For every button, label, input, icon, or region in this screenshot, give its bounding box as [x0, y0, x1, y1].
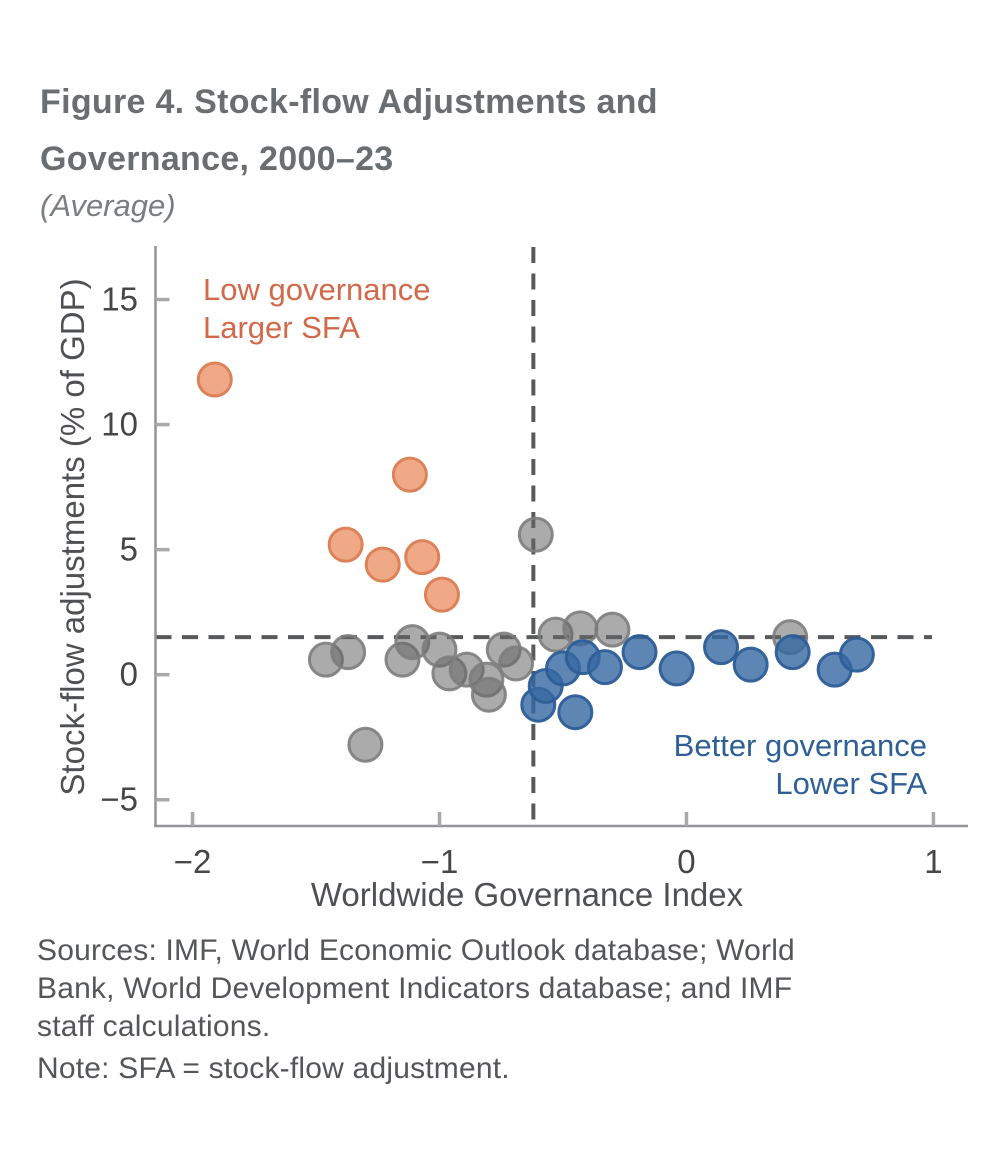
x-axis-title: Worldwide Governance Index	[311, 876, 744, 913]
data-point	[621, 634, 658, 671]
data-point	[327, 526, 364, 563]
y-tick-label: 5	[120, 531, 138, 568]
x-tick-label: 1	[924, 843, 942, 880]
figure-title: Figure 4. Stock-flow Adjustments and Gov…	[40, 74, 658, 188]
x-tick-label: 0	[677, 843, 695, 880]
y-tick-label: 10	[101, 406, 138, 443]
data-point	[594, 611, 631, 648]
data-point	[586, 649, 623, 686]
low-governance-label-line1: Low governance	[203, 272, 431, 307]
data-point	[391, 456, 428, 493]
series-better-governance-blue	[520, 629, 875, 731]
x-tick-label: −1	[421, 843, 459, 880]
y-axis-title: Stock-flow adjustments (% of GDP)	[54, 278, 91, 795]
note-text: Note: SFA = stock-flow adjustment.	[37, 1052, 510, 1085]
data-point	[658, 650, 695, 687]
data-point	[498, 645, 535, 682]
data-point	[838, 636, 875, 673]
data-point	[347, 726, 384, 763]
figure-subtitle: (Average)	[40, 188, 176, 223]
data-point	[470, 676, 507, 713]
y-tick-label: −5	[100, 781, 138, 818]
better-governance-label-line2: Lower SFA	[775, 766, 927, 801]
sources-text: Sources: IMF, World Economic Outlook dat…	[37, 934, 795, 1043]
series-neutral-gray	[307, 516, 809, 763]
data-point	[423, 576, 460, 613]
data-point	[517, 516, 554, 553]
data-point	[364, 546, 401, 583]
figure-title-line2: Governance, 2000–23	[40, 140, 394, 178]
better-governance-label-line1: Better governance	[674, 728, 927, 763]
data-point	[774, 634, 811, 671]
data-point	[732, 646, 769, 683]
x-tick-label: −2	[174, 843, 212, 880]
y-tick-label: 0	[120, 656, 138, 693]
data-point	[330, 634, 367, 671]
figure-title-line1: Figure 4. Stock-flow Adjustments and	[40, 83, 658, 121]
series-low-governance-orange	[196, 361, 460, 613]
low-governance-label-line2: Larger SFA	[203, 310, 360, 345]
data-point	[196, 361, 233, 398]
data-point	[557, 694, 594, 731]
y-tick-label: 15	[101, 281, 138, 318]
data-point	[404, 539, 441, 576]
data-point	[703, 629, 740, 666]
